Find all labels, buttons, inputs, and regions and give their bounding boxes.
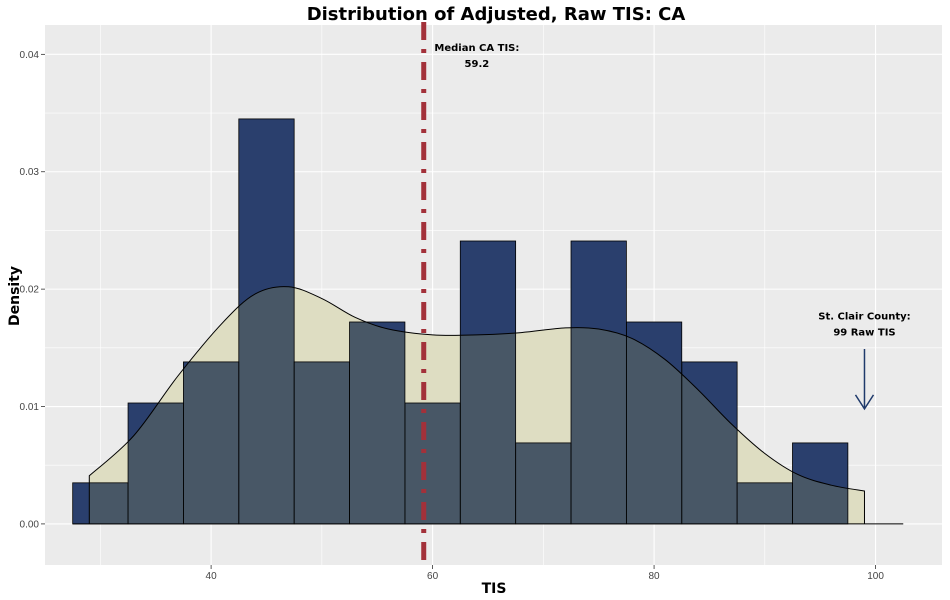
axis-ticks: 40 60 80 100 0.00 0.01 0.02 0.03 0.04 [20,50,885,582]
y-tick-label: 0.03 [20,167,40,178]
st-clair-arrow [854,349,875,411]
overlap-bar [515,442,572,524]
x-tick-label: 60 [427,571,439,582]
overlap-bar [737,482,793,524]
overlap-bar [294,361,350,524]
x-axis-title: TIS [482,581,507,597]
y-tick-label: 0.04 [20,50,40,61]
raw-density-curve [88,286,865,524]
overlap-bar [404,403,461,524]
overlap-bar [238,286,295,524]
overlap-bars [89,286,848,524]
x-tick-label: 80 [649,571,661,582]
x-tick-label: 40 [206,571,218,582]
st-clair-label: 99 Raw TIS [833,328,895,339]
annotations: Median CA TIS: 59.2 St. Clair County: 99 Ra… [434,43,910,339]
x-tick-label: 100 [867,571,884,582]
y-axis-title: Density [7,266,23,326]
arrow-head [854,394,875,411]
chart-title: Distribution of Adjusted, Raw TIS: CA [307,4,686,25]
st-clair-label: St. Clair County: [818,312,910,323]
y-tick-label: 0.01 [20,402,40,413]
overlap-bar [349,322,405,524]
median-label: Median CA TIS: [434,43,519,54]
overlap-bar [183,361,239,524]
median-label: 59.2 [465,59,490,70]
y-tick-label: 0.00 [20,519,40,530]
y-tick-label: 0.02 [20,285,40,296]
overlap-bar [89,482,129,524]
